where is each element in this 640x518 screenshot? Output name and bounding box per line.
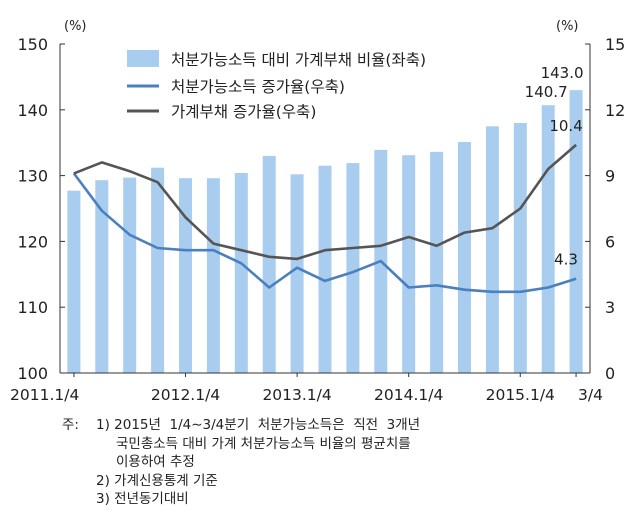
right-tick-label: 0 bbox=[605, 364, 615, 383]
note-1: 1) 2015년 1/4∼3/4분기 처분가능소득은 직전 3개년 bbox=[96, 417, 421, 433]
footnotes: 주: 1) 2015년 1/4∼3/4분기 처분가능소득은 직전 3개년 국민총… bbox=[62, 416, 420, 509]
x-tick-label: 2013.1/4 bbox=[262, 386, 331, 404]
data-label: 10.4 bbox=[549, 117, 582, 135]
axes: 100 110 120 130 140 150 0 3 6 9 12 15 (%) (%) 2011.1/4… bbox=[10, 19, 625, 404]
bar bbox=[430, 151, 444, 373]
left-tick-label: 110 bbox=[17, 298, 48, 317]
bar bbox=[123, 177, 137, 373]
bar bbox=[458, 142, 471, 373]
bar bbox=[151, 167, 165, 373]
bar bbox=[346, 163, 360, 373]
x-tick-label: 3/4 bbox=[578, 386, 603, 404]
note-3: 3) 전년동기대비 bbox=[96, 491, 189, 507]
right-tick-label: 3 bbox=[605, 298, 615, 317]
note-1-line-2: 국민총소득 대비 가계 처분가능소득 비율의 평균치를 bbox=[116, 435, 411, 452]
note-1-line-3: 이용하여 추정 bbox=[116, 454, 195, 470]
legend-label: 처분가능소득 대비 가계부채 비율(좌축) bbox=[171, 51, 426, 69]
legend-swatch-bar bbox=[127, 50, 159, 67]
x-tick-label: 2015.1/4 bbox=[486, 386, 555, 404]
bar bbox=[262, 155, 276, 373]
left-tick-label: 120 bbox=[17, 232, 48, 251]
line-series bbox=[72, 143, 577, 294]
left-tick-label: 130 bbox=[17, 167, 48, 186]
bar bbox=[318, 165, 332, 373]
data-label: 4.3 bbox=[554, 251, 578, 269]
bar bbox=[67, 190, 81, 373]
bar bbox=[95, 180, 109, 373]
bar bbox=[569, 90, 583, 373]
data-label: 140.7 bbox=[525, 83, 568, 101]
right-tick-label: 6 bbox=[605, 232, 615, 251]
bar bbox=[541, 105, 555, 373]
bar bbox=[206, 178, 220, 373]
bar bbox=[513, 123, 527, 373]
note-prefix: 주: bbox=[62, 417, 79, 433]
bar bbox=[179, 178, 192, 373]
data-label: 143.0 bbox=[541, 64, 584, 82]
chart: 100 110 120 130 140 150 0 3 6 9 12 15 (%) (%) 2011.1/4… bbox=[10, 19, 625, 404]
legend-label: 처분가능소득 증가율(우축) bbox=[171, 78, 345, 96]
bar-series bbox=[67, 90, 583, 374]
bar bbox=[485, 126, 499, 374]
right-tick-label: 15 bbox=[605, 35, 625, 54]
series-line bbox=[72, 172, 577, 294]
bar bbox=[402, 155, 416, 373]
bar bbox=[234, 173, 248, 373]
left-tick-label: 150 bbox=[17, 35, 48, 54]
x-tick-label: 2011.1/4 bbox=[10, 386, 79, 404]
legend: 처분가능소득 대비 가계부채 비율(좌축) 처분가능소득 증가율(우축) 가계부채 … bbox=[127, 50, 426, 121]
left-tick-label: 140 bbox=[17, 101, 48, 120]
right-axis-unit: (%) bbox=[556, 19, 579, 34]
right-tick-label: 12 bbox=[605, 101, 625, 120]
left-axis-unit: (%) bbox=[64, 19, 87, 34]
left-tick-label: 100 bbox=[17, 364, 48, 383]
note-2: 2) 가계신용통계 기준 bbox=[96, 472, 218, 489]
bar bbox=[290, 174, 304, 373]
x-tick-label: 2012.1/4 bbox=[151, 386, 220, 404]
x-tick-label: 2014.1/4 bbox=[374, 386, 443, 404]
series-line bbox=[73, 143, 577, 261]
legend-label: 가계부채 증가율(우축) bbox=[171, 103, 316, 121]
right-tick-label: 9 bbox=[605, 167, 615, 186]
